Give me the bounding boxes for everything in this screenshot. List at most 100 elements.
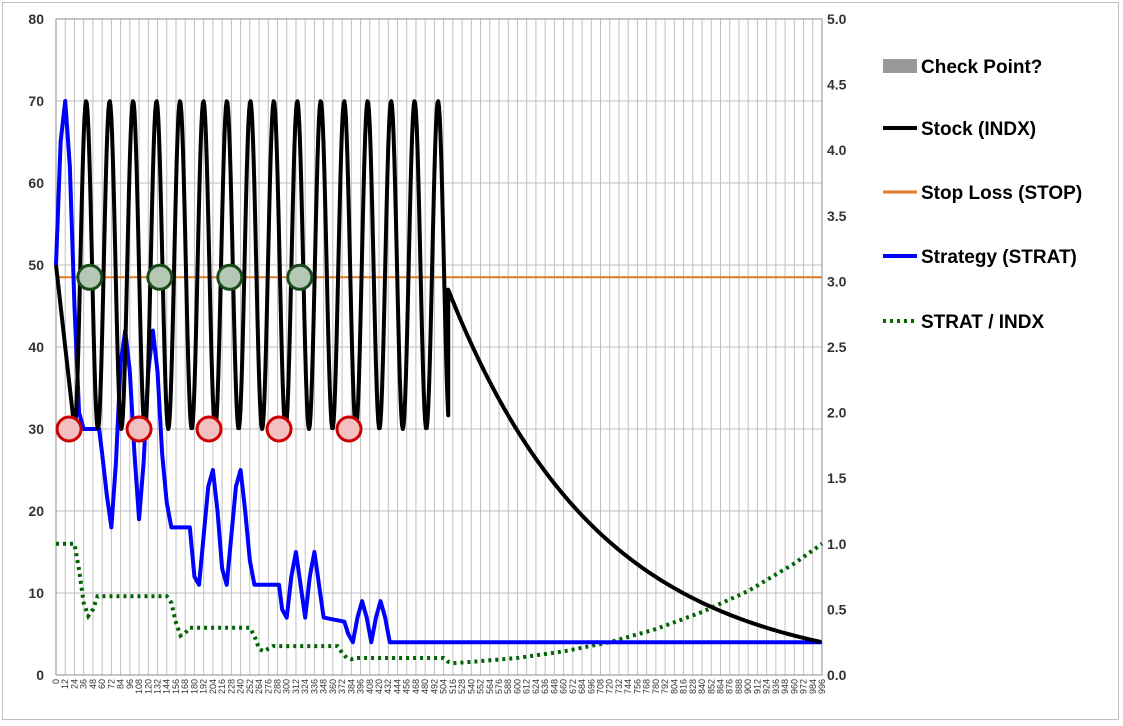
right-tick-label: 0.0	[827, 667, 847, 683]
x-tick-label: 924	[762, 679, 772, 694]
x-tick-label: 120	[143, 679, 153, 694]
x-tick-label: 780	[651, 679, 661, 694]
x-tick-label: 192	[199, 679, 209, 694]
right-tick-label: 0.5	[827, 601, 847, 617]
x-tick-label: 708	[596, 679, 606, 694]
checkpoint-marker-green	[286, 263, 314, 291]
x-axis: 0 12 24 36 48 60 72 84 96 108 120 132 144 156 168 180 19…	[51, 679, 827, 694]
x-tick-label: 300	[282, 679, 292, 694]
x-tick-label: 984	[808, 679, 818, 694]
x-tick-label: 732	[614, 679, 624, 694]
right-tick-label: 1.5	[827, 470, 847, 486]
x-tick-label: 720	[605, 679, 615, 694]
legend-label-strat: Strategy (STRAT)	[921, 247, 1077, 268]
x-tick-label: 804	[669, 679, 679, 694]
right-tick-label: 3.0	[827, 273, 847, 289]
left-tick-label: 0	[36, 667, 44, 683]
x-tick-label: 864	[715, 679, 725, 694]
x-tick-label: 900	[743, 679, 753, 694]
x-tick-label: 744	[623, 679, 633, 694]
x-tick-label: 696	[586, 679, 596, 694]
x-tick-label: 0	[51, 679, 61, 684]
x-tick-label: 168	[180, 679, 190, 694]
x-tick-label: 912	[752, 679, 762, 694]
left-tick-label: 60	[28, 175, 44, 191]
x-tick-label: 960	[789, 679, 799, 694]
x-tick-label: 588	[503, 679, 513, 694]
x-tick-label: 144	[162, 679, 172, 694]
x-tick-label: 372	[337, 679, 347, 694]
x-tick-label: 216	[217, 679, 227, 694]
x-tick-label: 492	[429, 679, 439, 694]
x-tick-label: 852	[706, 679, 716, 694]
x-tick-label: 336	[309, 679, 319, 694]
x-tick-label: 468	[411, 679, 421, 694]
series-strategy	[54, 99, 822, 645]
right-tick-label: 5.0	[827, 11, 847, 27]
x-tick-label: 240	[236, 679, 246, 694]
x-tick-label: 840	[697, 679, 707, 694]
x-tick-label: 204	[208, 679, 218, 694]
x-tick-label: 264	[254, 679, 264, 694]
x-tick-label: 480	[420, 679, 430, 694]
x-tick-label: 684	[577, 679, 587, 694]
right-tick-label: 3.5	[827, 208, 847, 224]
legend-label-stop: Stop Loss (STOP)	[921, 183, 1082, 204]
left-tick-label: 50	[28, 257, 44, 273]
x-tick-label: 408	[365, 679, 375, 694]
x-tick-label: 564	[485, 679, 495, 694]
x-tick-label: 348	[319, 679, 329, 694]
checkpoint-marker-red	[55, 415, 83, 443]
x-tick-label: 132	[153, 679, 163, 694]
checkpoint-marker-green	[216, 263, 244, 291]
right-tick-label: 1.0	[827, 536, 847, 552]
left-tick-label: 20	[28, 503, 44, 519]
plot-area-border	[55, 18, 823, 676]
right-tick-label: 2.5	[827, 339, 847, 355]
x-tick-label: 36	[79, 679, 89, 689]
x-tick-label: 600	[512, 679, 522, 694]
left-tick-label: 70	[28, 93, 44, 109]
legend-swatch-checkpoint	[883, 59, 917, 73]
checkpoint-marker-red	[265, 415, 293, 443]
legend-label-ratio: STRAT / INDX	[921, 312, 1044, 333]
series-layer	[54, 99, 824, 666]
left-tick-label: 30	[28, 421, 44, 437]
left-axis: 0 10 20 30 40 50 60 70 80	[28, 11, 44, 683]
legend: Check Point? Stock (INDX) Stop Loss (STO…	[883, 57, 1082, 333]
x-tick-label: 48	[88, 679, 98, 689]
x-tick-label: 768	[642, 679, 652, 694]
x-tick-label: 60	[97, 679, 107, 689]
x-tick-label: 576	[494, 679, 504, 694]
x-tick-label: 528	[457, 679, 467, 694]
right-tick-label: 4.0	[827, 142, 847, 158]
x-tick-label: 540	[466, 679, 476, 694]
x-tick-label: 96	[125, 679, 135, 689]
x-tick-label: 312	[291, 679, 301, 694]
x-tick-label: 672	[568, 679, 578, 694]
left-tick-label: 10	[28, 585, 44, 601]
x-tick-label: 456	[402, 679, 412, 694]
x-tick-label: 72	[106, 679, 116, 689]
series-stock	[54, 99, 821, 644]
x-tick-label: 420	[374, 679, 384, 694]
x-tick-label: 444	[392, 679, 402, 694]
x-tick-label: 552	[476, 679, 486, 694]
x-tick-label: 660	[559, 679, 569, 694]
x-tick-label: 516	[448, 679, 458, 694]
x-tick-label: 180	[189, 679, 199, 694]
checkpoint-marker-red	[195, 415, 223, 443]
x-tick-label: 156	[171, 679, 181, 694]
x-tick-label: 276	[263, 679, 273, 694]
x-tick-label: 396	[356, 679, 366, 694]
x-tick-label: 996	[817, 679, 827, 694]
x-tick-label: 888	[734, 679, 744, 694]
right-tick-label: 2.0	[827, 405, 847, 421]
x-tick-label: 360	[328, 679, 338, 694]
x-tick-label: 756	[632, 679, 642, 694]
x-tick-label: 108	[134, 679, 144, 694]
x-tick-label: 252	[245, 679, 255, 694]
x-tick-label: 636	[540, 679, 550, 694]
x-tick-label: 792	[660, 679, 670, 694]
x-tick-label: 228	[226, 679, 236, 694]
